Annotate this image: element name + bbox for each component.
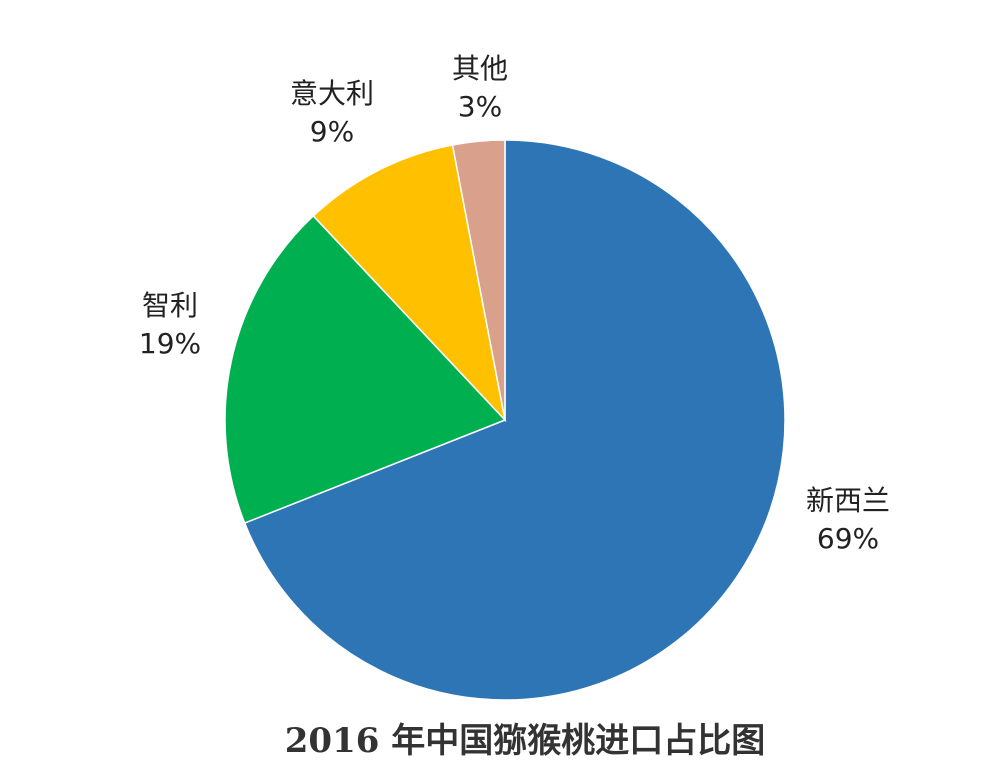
- slice-value-label: 69%: [817, 522, 879, 555]
- slice-category-label: 意大利: [290, 77, 374, 110]
- slice-value-label: 3%: [458, 90, 502, 123]
- pie-slice: [312, 144, 507, 423]
- slice-category-label: 智利: [142, 289, 198, 322]
- pie-slice: [451, 139, 506, 421]
- slice-value-label: 19%: [139, 327, 201, 360]
- slice-category-label: 新西兰: [806, 484, 890, 517]
- slices-layer: [224, 139, 786, 701]
- labels-layer: 新西兰 69% 智利 19% 意大利 9% 其他 3%: [139, 52, 890, 555]
- slice-value-label: 9%: [310, 115, 354, 148]
- chart-title: 2016 年中国猕猴桃进口占比图: [285, 721, 765, 761]
- pie-slice: [224, 214, 507, 525]
- pie-slice: [243, 139, 786, 701]
- slice-category-label: 其他: [452, 52, 508, 85]
